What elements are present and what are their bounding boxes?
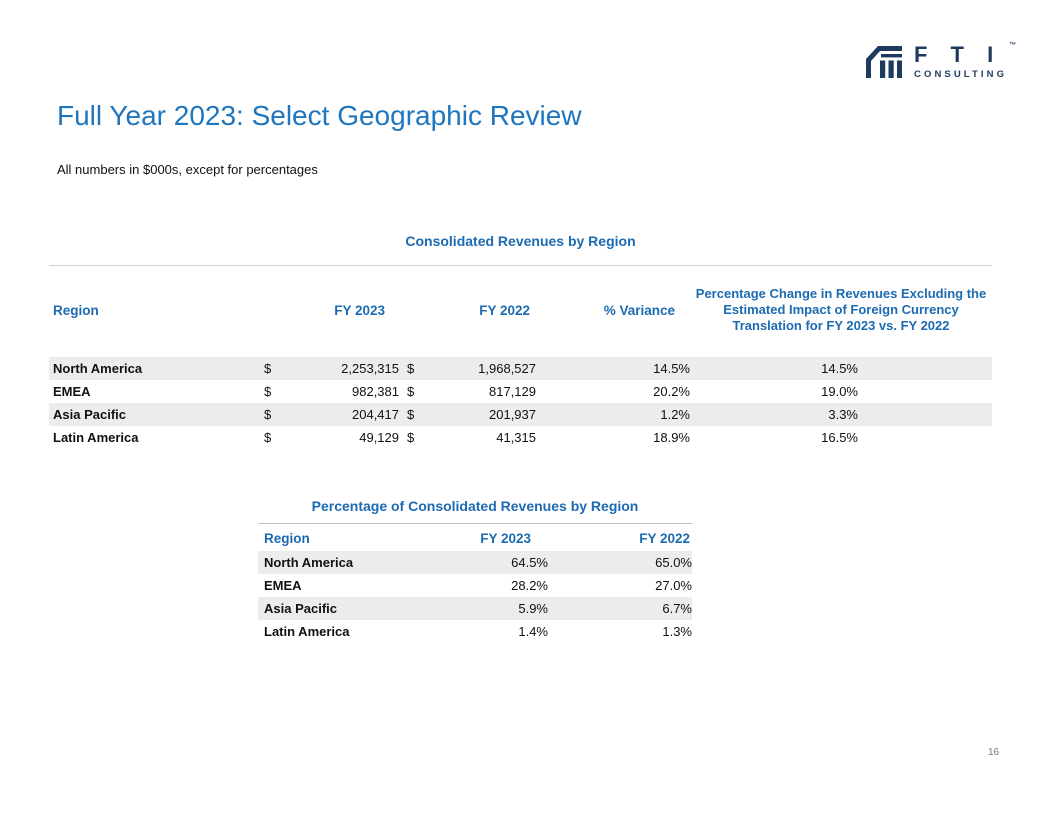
cell-fx-change: 3.3% <box>828 407 858 422</box>
cell-fy2023-value: 2,253,315 <box>341 361 399 376</box>
cell-fy2022: $ 817,129 <box>407 380 536 403</box>
cell-fy2023: $ 49,129 <box>264 426 399 449</box>
cell-variance: 14.5% <box>653 361 690 376</box>
cell-fy2022: $ 41,315 <box>407 426 536 449</box>
cell-fy2022-value: 41,315 <box>496 430 536 445</box>
cell-fy2023: 1.4% <box>518 624 548 639</box>
column-header-region: Region <box>264 531 310 546</box>
table-header-row: Region FY 2023 FY 2022 <box>258 527 692 550</box>
cell-fy2023: 5.9% <box>518 601 548 616</box>
cell-region: Asia Pacific <box>264 601 337 616</box>
cell-fy2022-value: 1,968,527 <box>478 361 536 376</box>
cell-fx-change: 16.5% <box>821 430 858 445</box>
table-row: Latin America 1.4% 1.3% <box>258 620 692 643</box>
cell-fy2023: 28.2% <box>511 578 548 593</box>
table-row: Asia Pacific 5.9% 6.7% <box>258 597 692 620</box>
table-row: Asia Pacific $ 204,417 $ 201,937 1.2% 3.… <box>49 403 992 426</box>
column-header-fy2022: FY 2022 <box>639 531 690 546</box>
cell-fy2023: $ 204,417 <box>264 403 399 426</box>
cell-fy2022: 1.3% <box>662 624 692 639</box>
logo-brand-letters: F T I <box>914 42 995 67</box>
cell-fy2023: $ 982,381 <box>264 380 399 403</box>
cell-region: EMEA <box>53 384 91 399</box>
table-row: EMEA 28.2% 27.0% <box>258 574 692 597</box>
column-header-variance: % Variance <box>603 302 675 318</box>
cell-region: Latin America <box>53 430 139 445</box>
table-body: North America $ 2,253,315 $ 1,968,527 14… <box>49 357 992 449</box>
cell-region: North America <box>53 361 143 376</box>
cell-fy2022: 65.0% <box>655 555 692 570</box>
fti-logo: F T I ™ CONSULTING <box>866 42 1016 80</box>
cell-region: EMEA <box>264 578 302 593</box>
logo-text: F T I ™ CONSULTING <box>914 42 1016 80</box>
currency-symbol: $ <box>407 430 415 445</box>
cell-fy2022: $ 1,968,527 <box>407 357 536 380</box>
logo-consulting-label: CONSULTING <box>914 69 1008 80</box>
currency-symbol: $ <box>407 361 415 376</box>
column-header-fy2023: FY 2023 <box>334 302 385 318</box>
cell-fy2022: 27.0% <box>655 578 692 593</box>
cell-variance: 1.2% <box>660 407 690 422</box>
currency-symbol: $ <box>264 407 272 422</box>
column-header-fy2023: FY 2023 <box>480 531 531 546</box>
cell-region: Latin America <box>264 624 350 639</box>
currency-symbol: $ <box>264 430 272 445</box>
table-row: North America 64.5% 65.0% <box>258 551 692 574</box>
cell-fy2022-value: 201,937 <box>489 407 536 422</box>
trademark-symbol: ™ <box>1009 42 1017 49</box>
cell-region: North America <box>264 555 354 570</box>
currency-symbol: $ <box>264 384 272 399</box>
cell-region: Asia Pacific <box>53 407 126 422</box>
column-header-fy2022: FY 2022 <box>479 302 530 318</box>
cell-fy2023-value: 204,417 <box>352 407 399 422</box>
cell-fy2023: 64.5% <box>511 555 548 570</box>
column-header-region: Region <box>53 302 99 318</box>
page-subtitle: All numbers in $000s, except for percent… <box>57 162 318 177</box>
page-number: 16 <box>988 747 1000 758</box>
cell-fy2023-value: 982,381 <box>352 384 399 399</box>
currency-symbol: $ <box>407 384 415 399</box>
currency-symbol: $ <box>407 407 415 422</box>
cell-fy2022: $ 201,937 <box>407 403 536 426</box>
cell-fy2023-value: 49,129 <box>359 430 399 445</box>
table-top-rule <box>49 265 992 266</box>
fti-column-icon <box>866 46 902 78</box>
table-body: North America 64.5% 65.0% EMEA 28.2% 27.… <box>258 551 692 643</box>
cell-fy2022: 6.7% <box>662 601 692 616</box>
cell-variance: 20.2% <box>653 384 690 399</box>
table-row: EMEA $ 982,381 $ 817,129 20.2% 19.0% <box>49 380 992 403</box>
page-title: Full Year 2023: Select Geographic Review <box>57 100 582 131</box>
cell-fx-change: 14.5% <box>821 361 858 376</box>
cell-fy2022-value: 817,129 <box>489 384 536 399</box>
cell-variance: 18.9% <box>653 430 690 445</box>
table-row: North America $ 2,253,315 $ 1,968,527 14… <box>49 357 992 380</box>
cell-fy2023: $ 2,253,315 <box>264 357 399 380</box>
cell-fx-change: 19.0% <box>821 384 858 399</box>
column-header-fx-change: Percentage Change in Revenues Excluding … <box>695 286 987 333</box>
table-title: Percentage of Consolidated Revenues by R… <box>311 498 639 514</box>
table-top-rule <box>258 523 692 524</box>
table-row: Latin America $ 49,129 $ 41,315 18.9% 16… <box>49 426 992 449</box>
currency-symbol: $ <box>264 361 272 376</box>
table-header-row: Region FY 2023 FY 2022 % Variance Percen… <box>49 284 992 336</box>
table-title: Consolidated Revenues by Region <box>405 233 636 249</box>
